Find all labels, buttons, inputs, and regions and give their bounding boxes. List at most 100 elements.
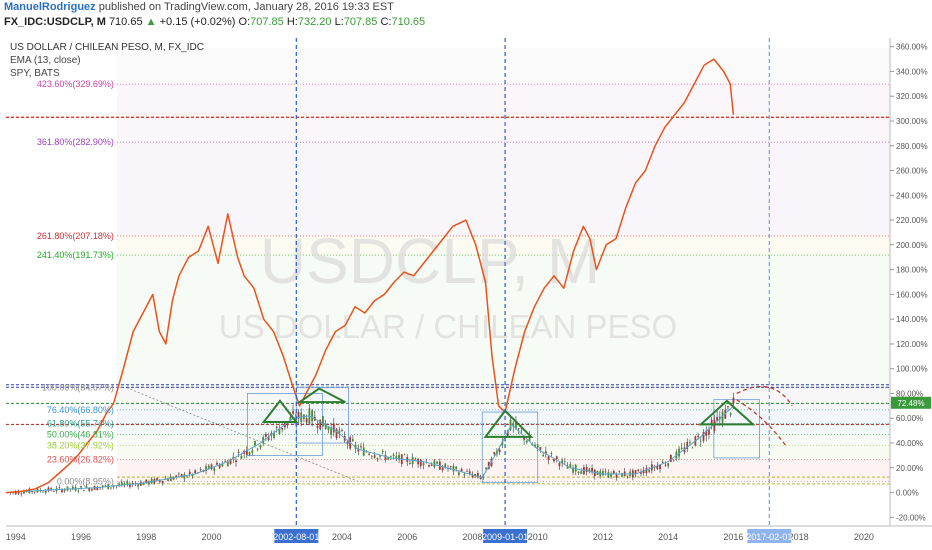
candle-body (346, 441, 349, 444)
candle-body (689, 441, 691, 443)
candle-body (422, 463, 425, 466)
candle-body (14, 491, 17, 495)
candle-body (727, 406, 729, 408)
candle-body (566, 466, 569, 469)
author-name[interactable]: ManuelRodriguez (4, 1, 96, 13)
price-chart[interactable]: USDCLP, M US DOLLAR / CHILEAN PESO 0.00%… (0, 30, 932, 550)
candle-body (332, 423, 335, 433)
x-tick-label: 2018 (789, 532, 809, 542)
fib-level-label: 423.60%(329.69%) (37, 79, 114, 89)
candle-body (444, 463, 447, 468)
change-arrow-icon: ▲ (145, 16, 157, 28)
candle-body (161, 480, 164, 484)
y-tick-label: 340.00% (896, 67, 928, 76)
candle-body (441, 467, 444, 471)
candle-body (498, 449, 501, 453)
y-tick-label: 300.00% (896, 117, 928, 126)
candle-body (702, 432, 705, 441)
candle-body (708, 429, 710, 435)
legend-ema: EMA (13, close) (10, 55, 81, 66)
fib-level-label: 38.20%(37.92%) (47, 441, 114, 451)
candle-body (256, 448, 259, 450)
candle-body (477, 473, 479, 478)
candle-body (224, 461, 226, 462)
candle-body (248, 452, 251, 455)
candle-body (289, 417, 292, 422)
candle-body (678, 448, 680, 457)
candle-body (468, 471, 471, 475)
y-tick-label: 40.00% (896, 439, 923, 448)
candle-body (661, 461, 664, 463)
candle-body (118, 484, 120, 486)
candle-body (148, 481, 150, 485)
x-tick-label: 1994 (6, 532, 26, 542)
candle-body (463, 474, 466, 476)
candle-body (180, 474, 183, 478)
candle-body (547, 456, 550, 460)
candle-body (550, 453, 553, 454)
y-tick-label: 120.00% (896, 340, 928, 349)
candle-body (175, 475, 178, 478)
candle-body (640, 471, 642, 474)
candle-body (520, 430, 523, 432)
candle-body (580, 471, 583, 474)
candle-body (172, 477, 175, 480)
y-tick-label: 80.00% (896, 389, 923, 398)
candle-body (618, 470, 621, 472)
fib-trend-line (126, 387, 359, 482)
candle-body (80, 486, 82, 488)
candle-body (455, 466, 458, 469)
candle-body (218, 465, 221, 468)
low-label: L: (334, 16, 344, 28)
candle-body (602, 470, 604, 476)
candle-body (213, 468, 216, 471)
candle-body (237, 451, 240, 453)
low-value: 707.85 (343, 16, 378, 28)
candle-body (615, 474, 618, 478)
candle-body (311, 410, 313, 422)
fib-zone (116, 423, 891, 435)
x-tick-label: 2008 (462, 532, 482, 542)
candle-body (368, 453, 371, 455)
candle-body (194, 470, 197, 474)
triangle-pattern (296, 387, 346, 404)
candle-body (384, 455, 387, 461)
candle-body (362, 447, 365, 456)
high-value: 732.20 (297, 16, 332, 28)
candle-body (515, 421, 517, 429)
candle-body (563, 461, 566, 462)
candle-body (305, 418, 308, 423)
candle-body (169, 476, 172, 482)
candle-body (275, 426, 278, 428)
candle-body (66, 486, 69, 491)
close-value: 710.65 (391, 16, 426, 28)
fib-zone (116, 47, 891, 85)
candle-body (42, 491, 44, 493)
x-tick-label: 2000 (201, 532, 221, 542)
candle-body (542, 454, 545, 457)
fib-level-label: 100.00%(84.67%) (42, 383, 114, 393)
candle-body (395, 455, 398, 458)
spy-line (5, 58, 735, 494)
candle-body (259, 445, 262, 448)
candle-body (85, 486, 88, 488)
open-value: 707.85 (250, 16, 284, 28)
fib-zone (116, 235, 891, 256)
candle-body (555, 456, 558, 459)
candle-body (240, 455, 243, 459)
candle-body (485, 467, 487, 470)
candle-body (539, 447, 542, 450)
candle-body (71, 486, 74, 490)
x-tick-label: 2016 (723, 532, 743, 542)
candle-body (137, 484, 140, 487)
candle-body (23, 491, 25, 494)
current-value-badge (891, 396, 931, 409)
candle-body (104, 485, 107, 487)
candle-body (235, 460, 237, 462)
candle-body (177, 473, 180, 475)
x-tick-label: 2020 (854, 532, 874, 542)
candle-body (58, 487, 61, 488)
y-tick-label: -20.00% (896, 513, 926, 522)
candle-body (370, 456, 373, 457)
candle-body (729, 413, 732, 415)
